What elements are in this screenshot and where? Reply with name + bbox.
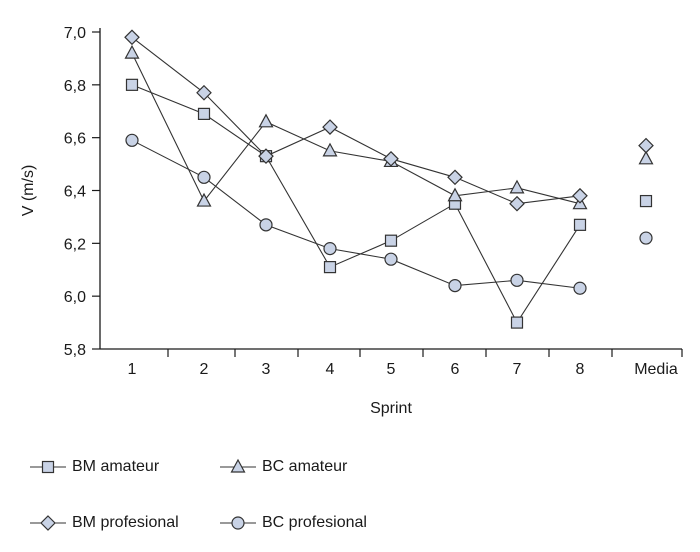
legend-label: BC profesional: [262, 514, 367, 531]
data-point-square: [323, 261, 337, 274]
diamond-marker-icon: [30, 515, 66, 531]
series-line-triangle: [131, 52, 581, 205]
x-tick-label: 1: [128, 361, 137, 378]
y-tick-label: 6,2: [64, 236, 86, 253]
x-tick-label: 3: [262, 361, 271, 378]
legend: BM amateur BC amateur BM profesional BC …: [0, 440, 700, 550]
y-tick-label: 5,8: [64, 342, 86, 359]
data-point-diamond: [383, 150, 399, 167]
data-point-circle: [384, 252, 398, 266]
x-tick-label: 4: [326, 361, 335, 378]
mean-point-square: [639, 194, 653, 208]
mean-point-triangle: [638, 150, 654, 165]
x-tick-label: 6: [451, 361, 460, 378]
data-point-diamond: [258, 148, 274, 165]
legend-marker: [41, 460, 55, 474]
legend-item-bm-amateur: BM amateur: [28, 452, 159, 482]
data-point-diamond: [572, 187, 588, 204]
data-point-diamond: [124, 29, 140, 46]
data-point-circle: [510, 273, 524, 287]
data-point-diamond: [447, 169, 463, 186]
data-point-square: [510, 316, 524, 329]
data-point-triangle: [196, 192, 212, 207]
y-tick-label: 6,6: [64, 131, 86, 148]
x-tick-label: 8: [576, 361, 585, 378]
x-axis-title: Sprint: [370, 400, 412, 417]
legend-label: BM profesional: [72, 514, 179, 531]
mean-point-diamond: [638, 137, 654, 154]
data-point-triangle: [447, 187, 463, 202]
square-marker-icon: [30, 460, 66, 474]
data-point-circle: [573, 281, 587, 295]
mean-point-circle: [639, 231, 653, 245]
x-tick-label: 7: [513, 361, 522, 378]
data-point-triangle: [258, 113, 274, 128]
y-tick-label: 6,0: [64, 289, 86, 306]
legend-item-bm-profesional: BM profesional: [28, 508, 179, 538]
data-point-circle: [448, 279, 462, 293]
data-point-triangle: [124, 44, 140, 59]
data-point-triangle: [322, 142, 338, 157]
y-tick-label: 6,8: [64, 78, 86, 95]
legend-item-bc-profesional: BC profesional: [218, 508, 367, 538]
legend-label: BC amateur: [262, 458, 348, 475]
data-point-square: [197, 107, 211, 120]
data-point-triangle: [509, 179, 525, 194]
legend-label: BM amateur: [72, 458, 160, 475]
x-tick-label-media: Media: [634, 361, 678, 378]
y-tick-label: 7,0: [64, 25, 86, 42]
data-point-circle: [197, 170, 211, 184]
y-axis-title: V (m/s): [20, 165, 37, 217]
legend-item-bc-amateur: BC amateur: [218, 452, 347, 482]
data-point-circle: [259, 218, 273, 232]
series-line-circle: [131, 139, 581, 289]
data-point-square: [573, 218, 587, 231]
x-tick-label: 5: [387, 361, 396, 378]
x-tick-label: 2: [200, 361, 209, 378]
triangle-marker-icon: [220, 458, 256, 473]
legend-marker: [40, 515, 56, 531]
data-point-diamond: [322, 119, 338, 135]
data-point-circle: [323, 242, 337, 256]
circle-marker-icon: [220, 516, 256, 530]
legend-marker: [230, 458, 246, 473]
legend-marker: [231, 516, 245, 530]
data-point-diamond: [509, 195, 525, 212]
chart: 5,8 6,0 6,2 6,4 6,6 6,8 7,0 1 2 3 4 5 6 7 8 Media Sprint…: [20, 25, 683, 417]
series-line-diamond: [131, 36, 581, 205]
data-point-square: [125, 78, 139, 91]
data-point-square: [384, 234, 398, 247]
data-point-diamond: [196, 84, 212, 101]
data-point-circle: [125, 133, 139, 147]
y-tick-label: 6,4: [64, 184, 86, 201]
